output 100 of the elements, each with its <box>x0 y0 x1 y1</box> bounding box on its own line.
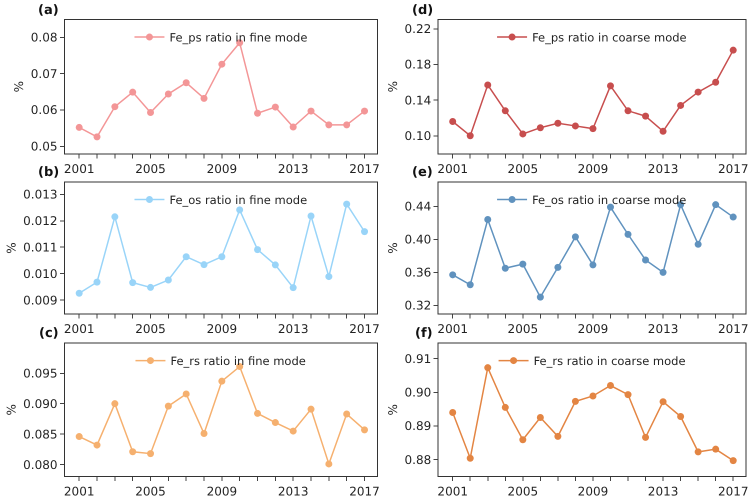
point <box>361 228 368 236</box>
x-tick-label: 2005 <box>135 162 166 176</box>
y-tick-label: 0.10 <box>404 128 432 143</box>
point <box>730 457 737 464</box>
point <box>361 108 368 115</box>
legend-label: Fe_rs ratio in coarse mode <box>534 354 686 368</box>
x-tick-label: 2009 <box>206 484 238 499</box>
point <box>164 90 172 98</box>
x-tick-label: 2017 <box>349 484 380 499</box>
point <box>554 432 562 440</box>
point <box>200 94 208 102</box>
point <box>94 133 101 140</box>
point <box>272 419 279 426</box>
point <box>290 124 297 131</box>
chart-title: (a) <box>38 3 59 18</box>
y-axis-title: % <box>386 242 400 254</box>
point <box>129 279 136 286</box>
point <box>325 121 332 128</box>
x-tick-label: 2005 <box>508 162 538 176</box>
y-tick-label: 0.011 <box>23 240 58 254</box>
y-tick-label: 0.090 <box>23 396 58 411</box>
point <box>308 406 315 413</box>
point <box>449 271 456 278</box>
point <box>730 214 737 221</box>
point <box>147 450 154 458</box>
point <box>554 264 562 271</box>
point <box>502 107 509 114</box>
y-axis-title: % <box>4 242 18 254</box>
x-tick-label: 2013 <box>648 484 678 499</box>
y-tick-label: 0.40 <box>404 232 432 247</box>
point <box>589 261 596 268</box>
point <box>589 125 596 132</box>
point <box>502 264 509 272</box>
x-tick-label: 2013 <box>278 322 308 336</box>
point <box>466 454 474 462</box>
point <box>111 103 118 110</box>
point <box>147 284 154 291</box>
point <box>218 253 226 260</box>
x-tick-label: 2013 <box>278 162 308 176</box>
legend-label: Fe_rs ratio in fine mode <box>170 354 306 368</box>
y-tick-label: 0.32 <box>404 298 432 313</box>
chart-title: (f) <box>415 326 433 341</box>
point <box>694 88 702 96</box>
x-tick-label: 2013 <box>648 322 678 336</box>
x-tick-label: 2009 <box>578 322 608 336</box>
y-tick-label: 0.91 <box>404 352 432 366</box>
point <box>218 60 226 68</box>
point <box>182 390 190 398</box>
x-tick-label: 2017 <box>718 162 748 176</box>
point <box>449 408 456 416</box>
legend-label: Fe_ps ratio in fine mode <box>169 30 308 45</box>
point <box>606 204 614 211</box>
point <box>572 398 579 405</box>
point <box>325 273 332 280</box>
point <box>536 124 544 132</box>
point <box>642 434 650 441</box>
point <box>361 426 368 434</box>
point <box>484 364 492 372</box>
point <box>218 378 226 385</box>
point <box>660 398 667 406</box>
y-tick-label: 0.009 <box>23 293 58 308</box>
point <box>519 260 526 268</box>
point <box>76 433 83 440</box>
point <box>466 132 474 140</box>
point <box>484 81 492 88</box>
point <box>111 213 118 220</box>
point <box>76 124 83 131</box>
y-tick-label: 0.080 <box>23 458 58 472</box>
y-tick-label: 0.085 <box>23 427 58 442</box>
y-tick-label: 0.44 <box>404 200 432 214</box>
point <box>624 107 632 114</box>
point <box>694 448 702 456</box>
y-axis-title: % <box>12 81 26 92</box>
point <box>254 410 262 417</box>
point <box>94 442 101 449</box>
point <box>94 278 101 286</box>
point <box>466 281 474 288</box>
chart-title: (c) <box>39 326 59 341</box>
point <box>712 78 720 86</box>
point <box>536 414 544 422</box>
chart-title: (e) <box>412 165 433 180</box>
point <box>343 410 350 418</box>
point <box>589 392 596 400</box>
point <box>254 246 262 254</box>
x-tick-label: 2013 <box>278 484 308 499</box>
point <box>290 284 297 292</box>
point <box>343 200 350 208</box>
y-tick-label: 0.89 <box>404 419 432 434</box>
point <box>677 102 684 109</box>
point <box>624 230 632 238</box>
point <box>164 402 172 410</box>
point <box>200 430 208 438</box>
x-tick-label: 2001 <box>437 162 468 176</box>
y-tick-label: 0.88 <box>404 452 432 467</box>
point <box>519 436 526 444</box>
point <box>572 233 579 240</box>
y-tick-label: 0.06 <box>30 103 58 118</box>
point <box>694 240 702 248</box>
y-axis-title: % <box>4 404 18 416</box>
x-tick-label: 2009 <box>206 322 238 336</box>
